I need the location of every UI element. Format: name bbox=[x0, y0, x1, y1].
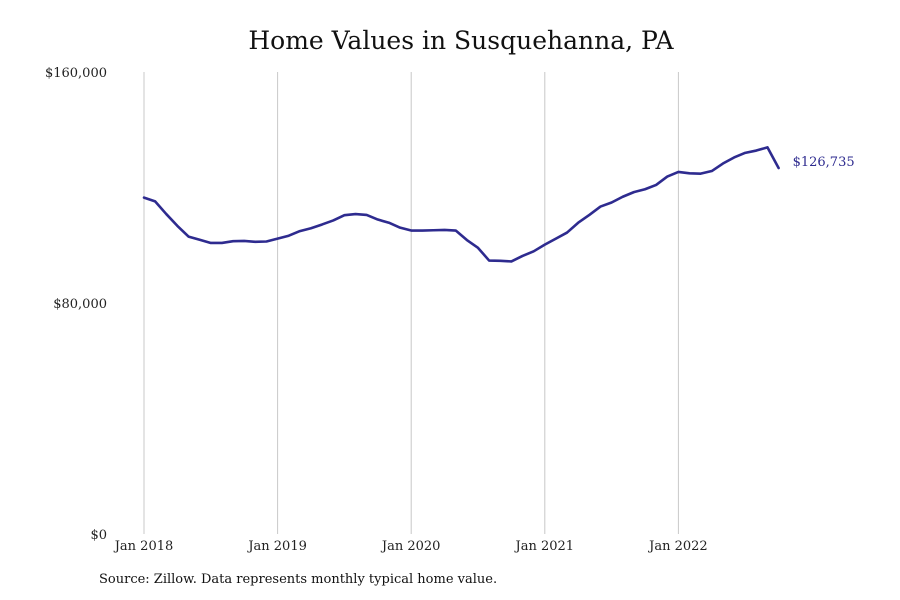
gridlines bbox=[143, 72, 679, 534]
chart-title: Home Values in Susquehanna, PA bbox=[248, 26, 674, 55]
y-axis-ticks: $0 $80,000 $160,000 bbox=[45, 66, 107, 543]
source-note: Source: Zillow. Data represents monthly … bbox=[99, 572, 498, 587]
series-line bbox=[142, 146, 780, 263]
end-value-label: $126,735 bbox=[793, 155, 855, 170]
x-tick-label: Jan 2019 bbox=[246, 539, 307, 554]
x-tick-label: Jan 2022 bbox=[647, 539, 708, 554]
y-tick-label: $160,000 bbox=[45, 66, 107, 81]
x-tick-label: Jan 2018 bbox=[113, 539, 174, 554]
x-tick-label: Jan 2020 bbox=[380, 539, 441, 554]
y-tick-label: $0 bbox=[90, 528, 107, 543]
end-label-layer: $126,735 bbox=[793, 155, 855, 170]
series-layer bbox=[142, 146, 780, 263]
y-tick-label: $80,000 bbox=[53, 297, 107, 312]
x-tick-label: Jan 2021 bbox=[514, 539, 575, 554]
x-axis-ticks: Jan 2018 Jan 2019 Jan 2020 Jan 2021 Jan 2022 bbox=[113, 539, 708, 554]
